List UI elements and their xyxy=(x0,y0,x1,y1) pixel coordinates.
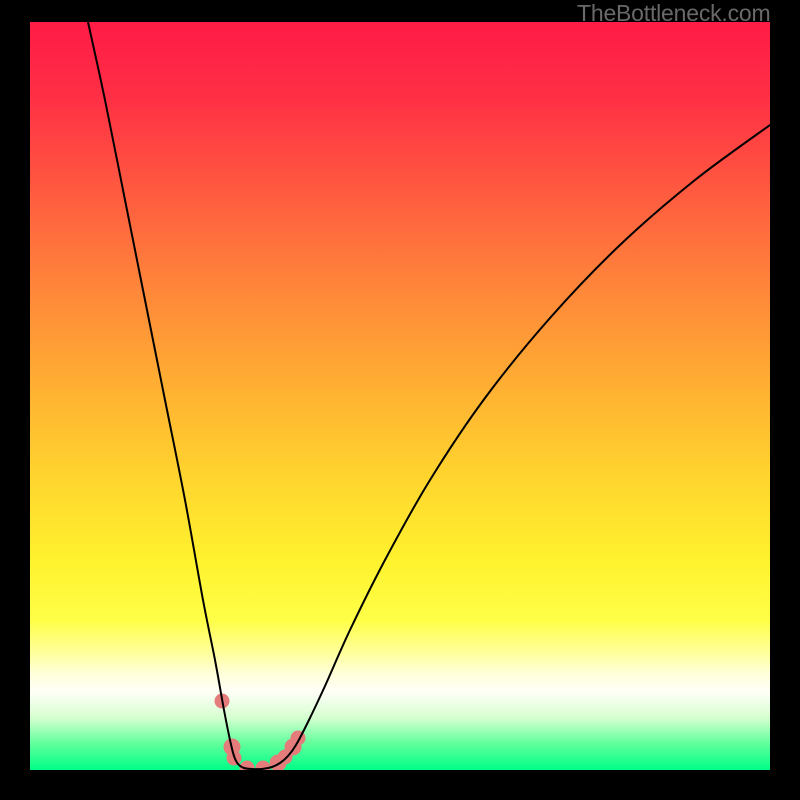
chart-frame: TheBottleneck.com xyxy=(0,0,800,800)
watermark-text: TheBottleneck.com xyxy=(577,0,770,27)
border-right xyxy=(770,0,800,800)
bottleneck-curve xyxy=(88,22,770,769)
border-left xyxy=(0,0,30,800)
border-bottom xyxy=(0,770,800,800)
plot-area xyxy=(30,22,770,770)
curve-layer xyxy=(30,22,770,770)
